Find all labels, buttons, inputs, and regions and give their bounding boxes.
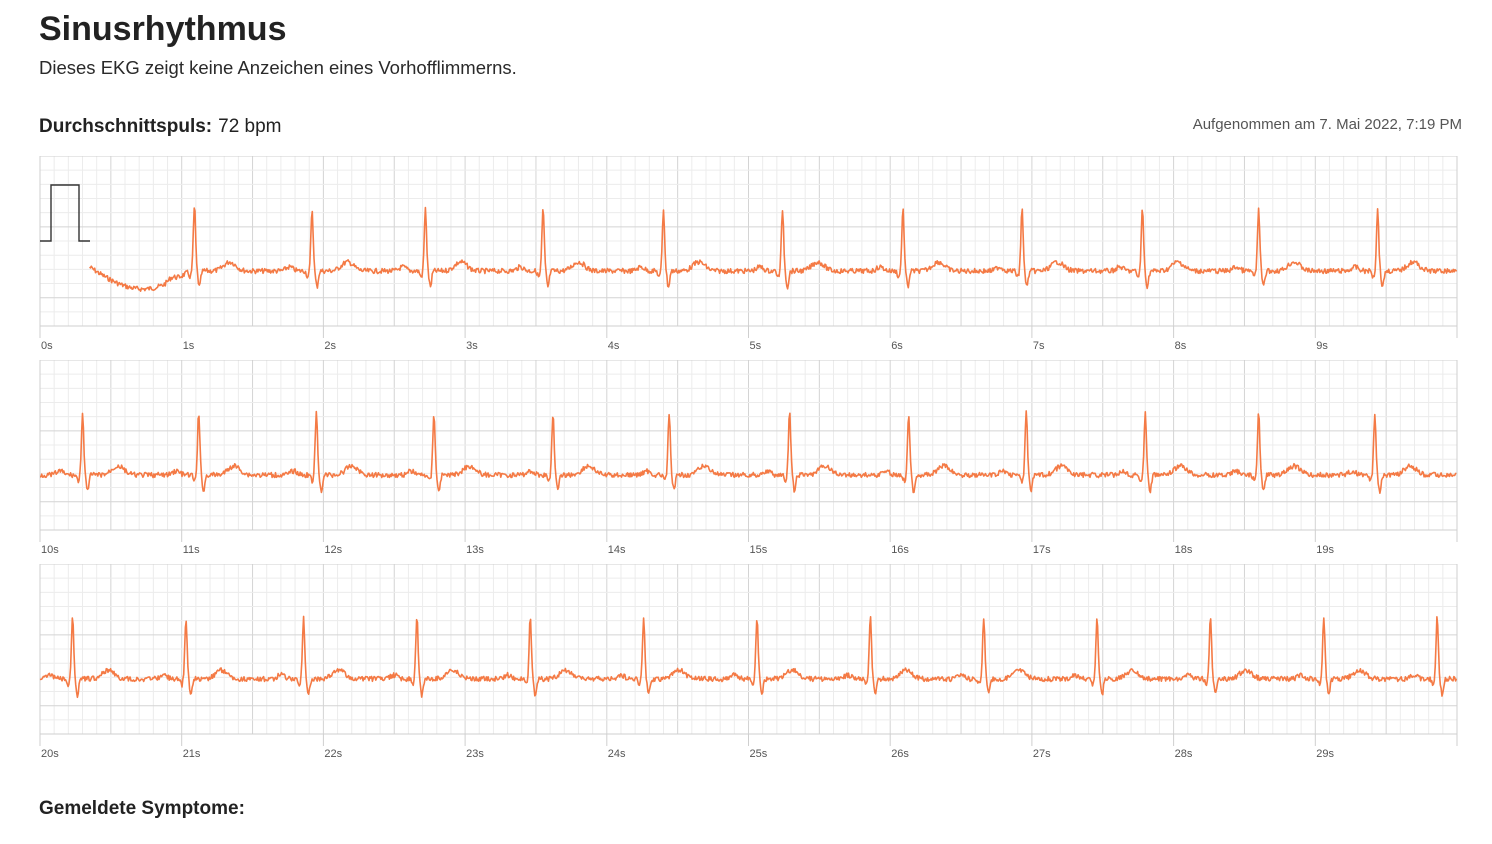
time-tick-label: 8s — [1175, 340, 1187, 352]
ecg-strip-3: 20s 21s 22s 23s 24s 25s 26s 27s 28s 29s — [39, 564, 1464, 764]
time-tick-label: 19s — [1316, 544, 1334, 556]
ecg-chart-1: 0s 1s 2s 3s 4s 5s 6s 7s 8s 9s — [39, 156, 1458, 352]
ecg-strip-1: 0s 1s 2s 3s 4s 5s 6s 7s 8s 9s — [39, 156, 1464, 356]
average-pulse-label: Durchschnittspuls: — [39, 116, 213, 137]
time-tick-label: 21s — [183, 748, 201, 760]
time-tick-label: 1s — [183, 340, 195, 352]
average-pulse: Durchschnittspuls: 72 bpm — [39, 116, 282, 138]
time-tick-label: 20s — [41, 748, 59, 760]
reported-symptoms-label: Gemeldete Symptome: — [39, 798, 245, 819]
time-tick-label: 7s — [1033, 340, 1045, 352]
time-tick-label: 15s — [750, 544, 768, 556]
time-tick-label: 6s — [891, 340, 903, 352]
ecg-grid — [39, 156, 1458, 327]
time-tick-label: 0s — [41, 340, 53, 352]
time-tick-label: 18s — [1175, 544, 1193, 556]
time-tick-label: 12s — [324, 544, 342, 556]
calibration-pulse — [40, 184, 90, 242]
time-tick-label: 23s — [466, 748, 484, 760]
time-tick-label: 29s — [1316, 748, 1334, 760]
recorded-timestamp: Aufgenommen am 7. Mai 2022, 7:19 PM — [1192, 116, 1462, 133]
page-title: Sinusrhythmus — [39, 10, 287, 48]
ecg-grid — [39, 564, 1458, 735]
time-tick-label: 22s — [324, 748, 342, 760]
ecg-chart-3: 20s 21s 22s 23s 24s 25s 26s 27s 28s 29s — [39, 564, 1458, 760]
ecg-strip-2: 10s 11s 12s 13s 14s 15s 16s 17s 18s 19s — [39, 360, 1464, 560]
ecg-grid — [39, 360, 1458, 531]
time-tick-label: 25s — [750, 748, 768, 760]
ecg-trace — [40, 410, 1457, 494]
ecg-trace — [89, 206, 1458, 292]
average-pulse-value: 72 bpm — [218, 116, 282, 137]
ecg-trace — [39, 615, 1458, 699]
time-tick-label: 13s — [466, 544, 484, 556]
time-tick-label: 4s — [608, 340, 620, 352]
time-tick-label: 27s — [1033, 748, 1051, 760]
time-tick-label: 3s — [466, 340, 478, 352]
time-tick-label: 24s — [608, 748, 626, 760]
time-tick-label: 14s — [608, 544, 626, 556]
time-tick-label: 2s — [324, 340, 336, 352]
time-tick-label: 28s — [1175, 748, 1193, 760]
time-tick-label: 16s — [891, 544, 909, 556]
ecg-chart-2: 10s 11s 12s 13s 14s 15s 16s 17s 18s 19s — [39, 360, 1458, 556]
time-tick-label: 26s — [891, 748, 909, 760]
result-description: Dieses EKG zeigt keine Anzeichen eines V… — [39, 57, 517, 78]
time-tick-label: 9s — [1316, 340, 1328, 352]
time-tick-label: 5s — [750, 340, 762, 352]
time-tick-label: 17s — [1033, 544, 1051, 556]
time-tick-label: 11s — [183, 544, 200, 556]
time-tick-label: 10s — [41, 544, 59, 556]
